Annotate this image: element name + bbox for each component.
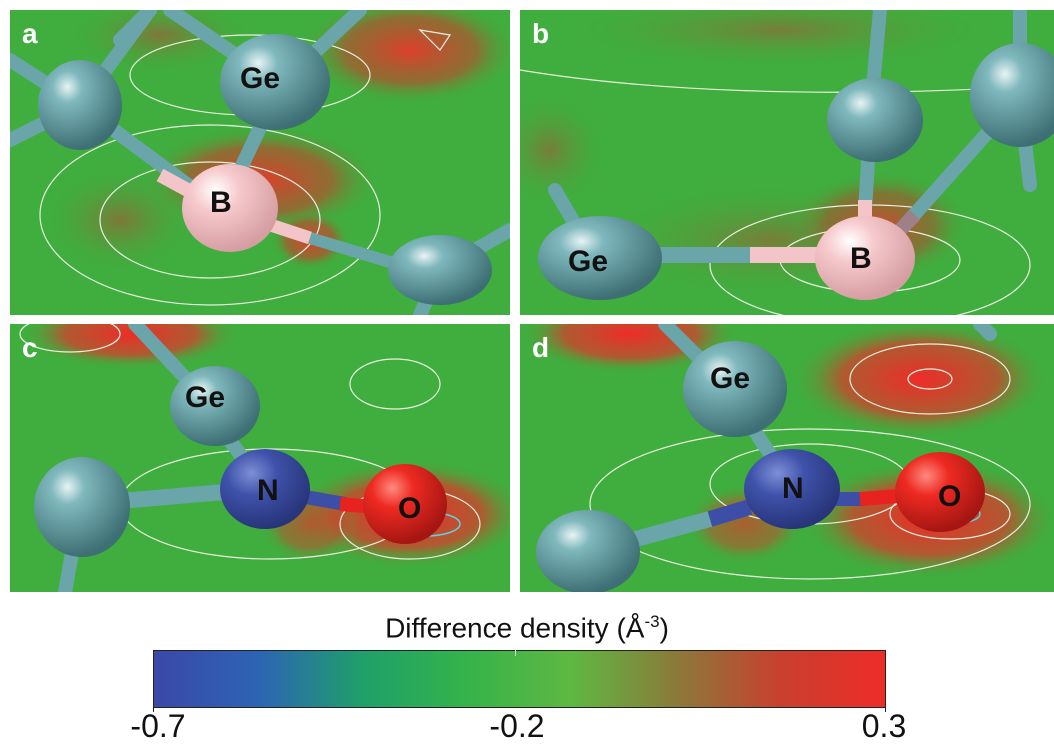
colorbar-title-main: Difference density (Å	[385, 612, 645, 644]
atom-label-ge: Ge	[240, 62, 281, 95]
colorbar-title-exponent: -3	[644, 612, 660, 631]
colorbar-tick-max	[885, 704, 886, 712]
colorbar-title: Difference density (Å-3)	[0, 612, 1054, 644]
panel-b: b Ge B	[520, 10, 1054, 315]
colorbar-gradient	[153, 650, 886, 708]
atom-label-ge: Ge	[710, 362, 751, 395]
panel-label-c: c	[22, 332, 38, 363]
atom-label-b: B	[210, 186, 232, 219]
panel-d: d Ge N O	[520, 324, 1054, 592]
panel-label-d: d	[532, 332, 550, 363]
colorbar-tick-min	[153, 704, 154, 712]
atom-label-ge: Ge	[185, 381, 226, 414]
panel-c-render	[19, 324, 510, 592]
panel-a: a Ge B	[10, 10, 510, 315]
panel-d-render	[520, 324, 1054, 592]
panel-label-a: a	[22, 18, 38, 49]
colorbar-tick-mid	[515, 650, 516, 656]
panel-label-b: b	[532, 18, 550, 49]
atom-label-n: N	[257, 474, 279, 507]
panel-c: c Ge N O	[10, 324, 510, 592]
atom-label-ge: Ge	[568, 245, 609, 278]
atom-label-o: O	[938, 480, 962, 513]
atom-label-n: N	[782, 472, 804, 505]
colorbar-title-end: )	[659, 612, 669, 644]
panel-b-render	[520, 10, 1054, 315]
atom-label-o: O	[398, 492, 422, 525]
panel-a-render	[10, 10, 510, 315]
colorbar-max-label: 0.3	[861, 708, 907, 744]
colorbar-min-label: -0.7	[130, 708, 186, 744]
atom-label-b: B	[850, 242, 872, 275]
colorbar-mid-label: -0.2	[489, 708, 545, 744]
